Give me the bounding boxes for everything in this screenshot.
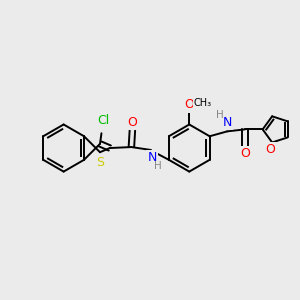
Text: O: O <box>240 147 250 161</box>
Text: H: H <box>154 161 162 171</box>
Text: O: O <box>128 116 137 129</box>
Text: S: S <box>96 155 104 169</box>
Text: O: O <box>184 98 194 111</box>
Text: N: N <box>147 152 157 164</box>
Text: N: N <box>223 116 232 129</box>
Text: H: H <box>216 110 223 120</box>
Text: Cl: Cl <box>97 114 109 127</box>
Text: O: O <box>265 143 275 156</box>
Text: CH₃: CH₃ <box>194 98 212 108</box>
